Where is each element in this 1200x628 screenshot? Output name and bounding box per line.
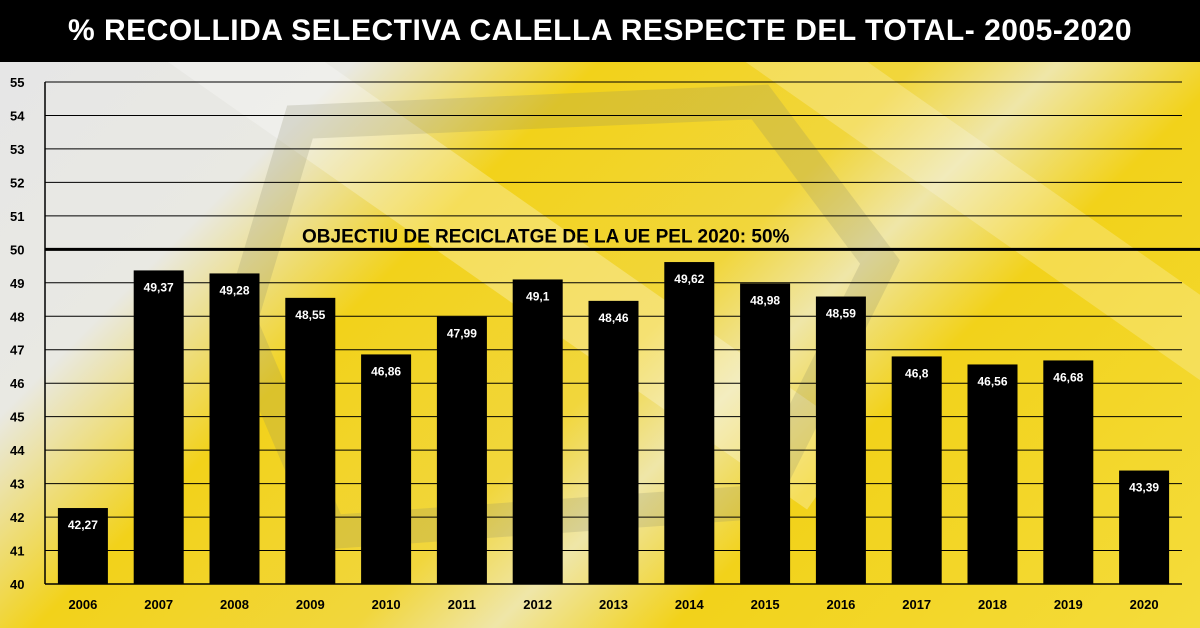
bar-value-label: 48,55 bbox=[295, 308, 325, 322]
y-tick-label: 47 bbox=[10, 343, 24, 358]
bar-value-label: 46,8 bbox=[905, 366, 929, 380]
y-tick-label: 42 bbox=[10, 510, 24, 525]
bar bbox=[588, 300, 639, 584]
x-tick-label: 2009 bbox=[296, 597, 325, 612]
bars: 42,27 49,37 49,28 48,55 46,86 47,99 49,1 48,46 4… bbox=[57, 262, 1170, 584]
x-tick-label: 2019 bbox=[1054, 597, 1083, 612]
chart-title: % RECOLLIDA SELECTIVA CALELLA RESPECTE D… bbox=[0, 0, 1200, 62]
bar-value-label: 49,62 bbox=[674, 272, 704, 286]
bar bbox=[815, 296, 866, 584]
x-tick-label: 2011 bbox=[448, 597, 476, 612]
x-tick-label: 2008 bbox=[220, 597, 249, 612]
bar-value-label: 42,27 bbox=[68, 518, 98, 532]
x-tick-label: 2012 bbox=[523, 597, 552, 612]
chart-area: 42,27 49,37 49,28 48,55 46,86 47,99 49,1 48,46 4… bbox=[0, 62, 1200, 628]
bar bbox=[133, 270, 184, 584]
x-tick-label: 2013 bbox=[599, 597, 628, 612]
x-tick-label: 2006 bbox=[68, 597, 97, 612]
x-tick-label: 2018 bbox=[978, 597, 1007, 612]
bar bbox=[891, 356, 942, 584]
x-tick-label: 2017 bbox=[902, 597, 931, 612]
y-tick-label: 54 bbox=[10, 108, 25, 123]
y-tick-label: 41 bbox=[10, 544, 24, 559]
y-tick-label: 44 bbox=[10, 443, 25, 458]
x-tick-label: 2016 bbox=[826, 597, 855, 612]
bar bbox=[967, 364, 1018, 584]
bar bbox=[664, 262, 715, 584]
bar bbox=[285, 297, 336, 584]
y-tick-label: 50 bbox=[10, 242, 24, 257]
bar-value-label: 48,46 bbox=[598, 311, 628, 325]
x-tick-label: 2014 bbox=[675, 597, 705, 612]
y-tick-label: 43 bbox=[10, 477, 24, 492]
bar bbox=[361, 354, 412, 584]
bar-value-label: 46,56 bbox=[977, 374, 1007, 388]
y-tick-label: 46 bbox=[10, 376, 24, 391]
bar-chart: 42,27 49,37 49,28 48,55 46,86 47,99 49,1 48,46 4… bbox=[0, 62, 1200, 612]
bar bbox=[740, 283, 791, 584]
y-tick-label: 40 bbox=[10, 577, 24, 592]
y-tick-label: 49 bbox=[10, 276, 24, 291]
reference-line-group: OBJECTIU DE RECICLATGE DE LA UE PEL 2020… bbox=[45, 226, 1200, 251]
y-axis: 40 41 42 43 44 45 46 47 48 49 50 51 52 53 54 55 bbox=[10, 75, 46, 592]
y-tick-label: 52 bbox=[10, 175, 24, 190]
bar-value-label: 48,59 bbox=[826, 307, 856, 321]
bar-value-label: 47,99 bbox=[447, 327, 477, 341]
y-tick-label: 48 bbox=[10, 309, 24, 324]
bar-value-label: 46,68 bbox=[1053, 370, 1083, 384]
bar-value-label: 49,28 bbox=[219, 283, 249, 297]
y-tick-label: 53 bbox=[10, 142, 24, 157]
background-stripe bbox=[0, 62, 859, 510]
x-tick-label: 2007 bbox=[144, 597, 173, 612]
x-axis: 2006 2007 2008 2009 2010 2011 2012 2013 2014 2015… bbox=[45, 583, 1182, 612]
x-tick-label: 2015 bbox=[751, 597, 780, 612]
bar bbox=[1043, 360, 1094, 584]
y-tick-label: 45 bbox=[10, 410, 24, 425]
x-tick-label: 2010 bbox=[372, 597, 401, 612]
y-tick-label: 51 bbox=[10, 209, 24, 224]
bar-value-label: 49,37 bbox=[144, 280, 174, 294]
bar bbox=[436, 316, 487, 584]
bar bbox=[209, 273, 260, 584]
bar bbox=[512, 279, 563, 584]
bar-value-label: 49,1 bbox=[526, 289, 550, 303]
bar bbox=[1119, 470, 1170, 584]
x-tick-label: 2020 bbox=[1130, 597, 1159, 612]
bar bbox=[57, 508, 108, 584]
target-line-label: OBJECTIU DE RECICLATGE DE LA UE PEL 2020… bbox=[302, 226, 790, 247]
y-tick-label: 55 bbox=[10, 75, 24, 90]
bar-value-label: 46,86 bbox=[371, 364, 401, 378]
bar-value-label: 48,98 bbox=[750, 293, 780, 307]
bar-value-label: 43,39 bbox=[1129, 481, 1159, 495]
